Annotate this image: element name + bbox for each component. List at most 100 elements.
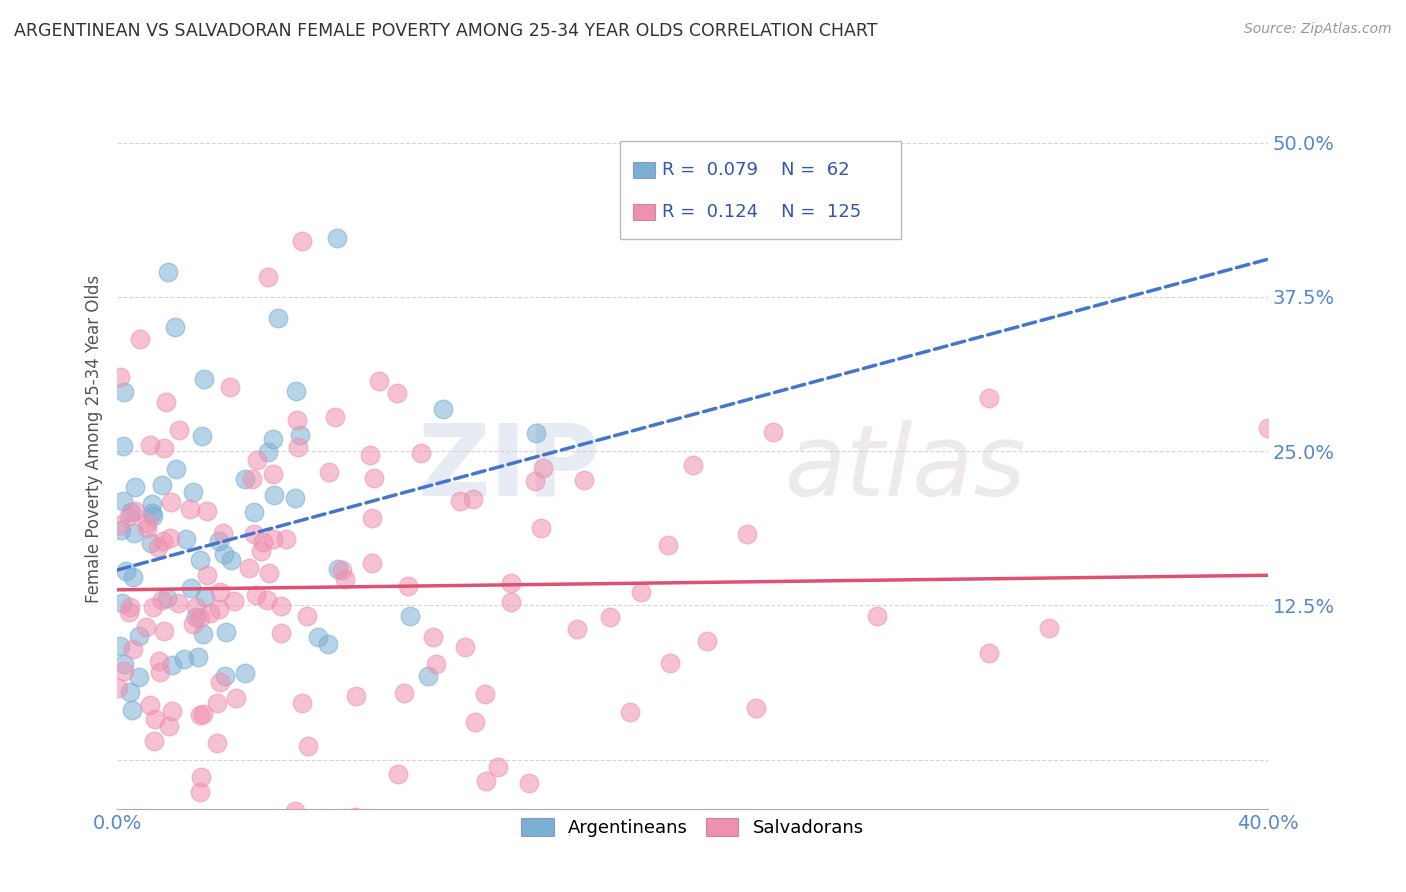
Point [179,502,201,516]
Point [416,669,439,683]
Point [330,564,353,578]
Point [238,560,260,574]
Point [658,656,681,670]
Point [193,626,215,640]
Point [409,446,432,460]
Point [479,814,502,829]
Point [745,701,768,715]
Point [118,685,141,699]
Point [270,626,292,640]
Point [657,538,679,552]
Point [121,703,143,717]
Point [252,534,274,549]
Point [517,776,540,790]
Point [977,391,1000,405]
Point [187,650,209,665]
Point [142,600,165,615]
Point [565,622,588,636]
Point [190,770,212,784]
Point [167,424,190,438]
Point [110,517,132,532]
Point [246,453,269,467]
Point [115,564,138,578]
Point [399,609,422,624]
Point [1257,421,1279,435]
Point [361,556,384,570]
Point [173,652,195,666]
Point [233,666,256,681]
Point [188,708,211,723]
Point [128,332,150,346]
Point [111,596,134,610]
Point [112,439,135,453]
Point [135,516,157,530]
Point [531,461,554,475]
Point [475,774,498,789]
Point [256,593,278,607]
Point [682,458,704,472]
Point [191,706,214,721]
Point [524,426,547,441]
Point [735,527,758,541]
Point [259,566,281,580]
Point [297,739,319,753]
Point [250,544,273,558]
Point [977,646,1000,660]
Point [219,380,242,394]
Point [449,494,471,508]
Point [165,319,187,334]
Point [110,523,132,537]
Point [120,505,142,519]
Point [159,719,181,733]
Point [208,584,231,599]
Point [359,448,381,462]
Point [160,494,183,508]
Point [396,579,419,593]
Point [256,270,278,285]
Point [112,657,135,672]
Point [240,472,263,486]
Point [284,491,307,506]
Text: Source: ZipAtlas.com: Source: ZipAtlas.com [1244,22,1392,37]
Text: R =  0.124    N =  125: R = 0.124 N = 125 [662,203,862,221]
Point [454,640,477,654]
Point [120,600,142,615]
Point [205,736,228,750]
Point [208,533,231,548]
Point [139,698,162,712]
Point [422,630,444,644]
Point [156,591,179,605]
Point [619,705,641,719]
Point [463,491,485,506]
Point [344,810,367,824]
Point [285,412,308,426]
Point [159,532,181,546]
Point [298,814,321,829]
Point [318,636,340,650]
Point [152,441,174,455]
Point [143,733,166,747]
Point [630,585,652,599]
Point [222,594,245,608]
Point [208,602,231,616]
Point [432,402,454,417]
Point [124,504,146,518]
Point [194,591,217,605]
Point [183,485,205,500]
Point [180,581,202,595]
Point [212,525,235,540]
Point [401,814,423,829]
Point [190,428,212,442]
Point [112,814,135,829]
Point [149,665,172,680]
Point [866,609,889,624]
Point [762,425,785,439]
Text: atlas: atlas [785,420,1026,517]
Point [152,534,174,549]
Point [188,785,211,799]
Point [696,634,718,648]
Point [205,696,228,710]
Point [108,639,131,653]
Point [225,691,247,706]
Point [186,610,208,624]
